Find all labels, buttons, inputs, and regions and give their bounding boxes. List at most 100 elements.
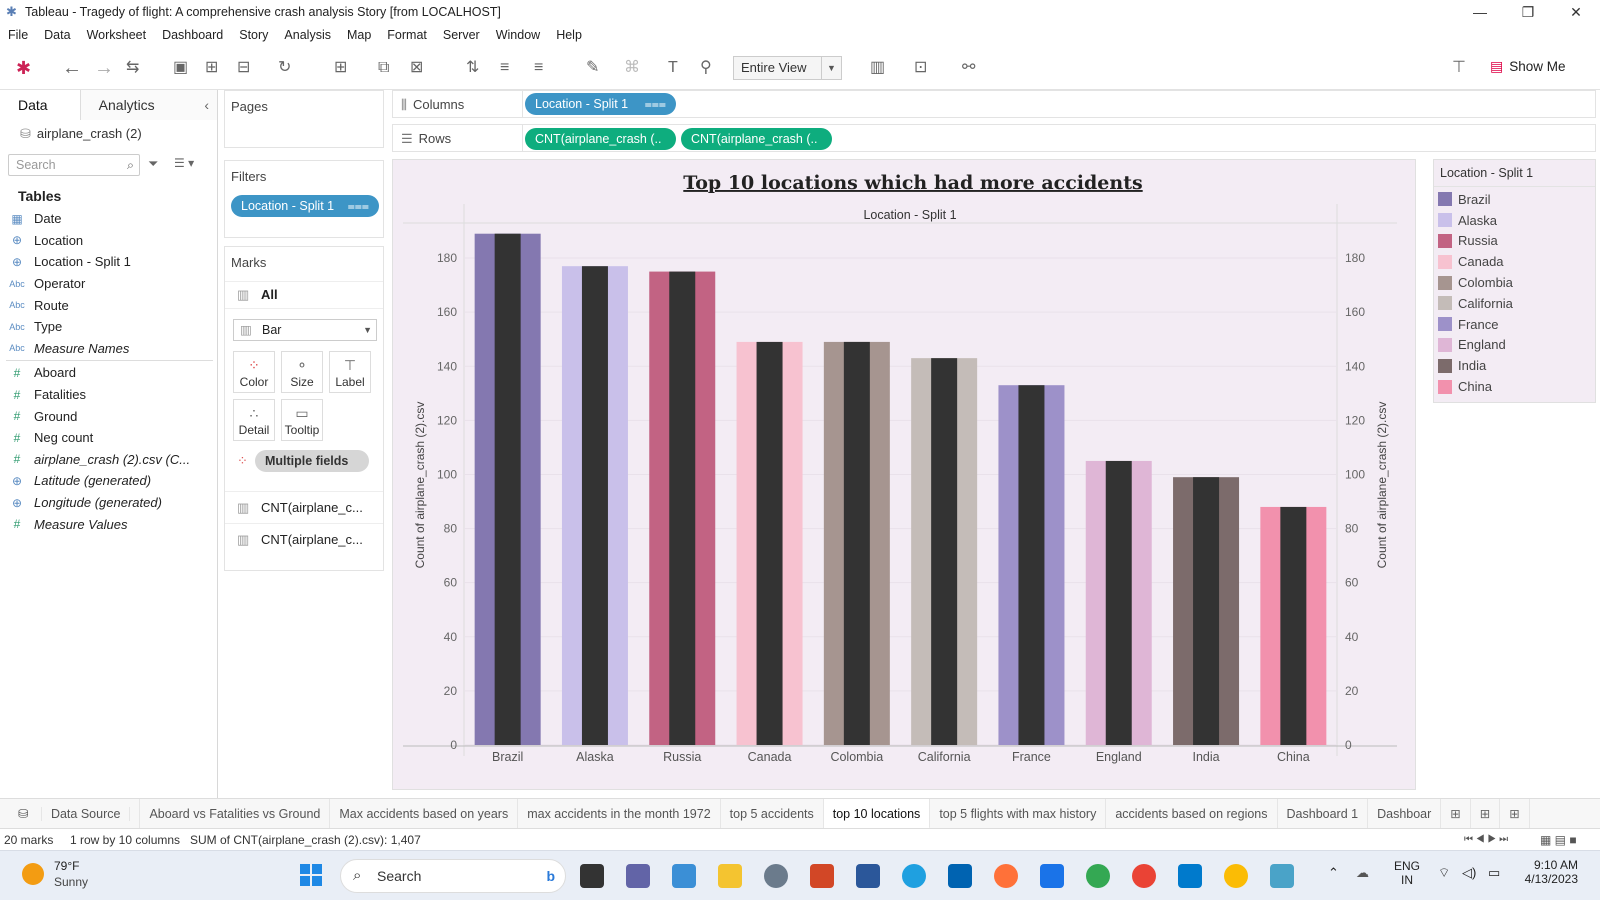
field-item[interactable]: ⊕ Location - Split 1	[0, 251, 217, 273]
save-icon[interactable]: ▣	[173, 59, 189, 76]
legend-item[interactable]: Russia	[1434, 231, 1595, 252]
legend-item[interactable]: India	[1434, 355, 1595, 376]
sheet-tab[interactable]: top 10 locations	[823, 798, 931, 829]
columns-pill[interactable]: Location - Split 1 ⩶	[525, 93, 676, 115]
chrome-icon[interactable]	[1086, 864, 1110, 888]
sheet-tab[interactable]: accidents based on regions	[1106, 798, 1278, 829]
undo-icon[interactable]: ←	[62, 57, 82, 79]
field-item[interactable]: ⊕ Longitude (generated)	[0, 492, 217, 514]
windows-start-icon[interactable]	[300, 864, 322, 886]
word-icon[interactable]	[856, 864, 880, 888]
collapse-pane-icon[interactable]: ‹	[204, 97, 209, 113]
field-item[interactable]: Abc Route	[0, 294, 217, 316]
volume-icon[interactable]: ◁)	[1462, 865, 1477, 880]
bar-inner[interactable]	[494, 233, 521, 745]
menu-map[interactable]: Map	[346, 28, 372, 42]
field-item[interactable]: Abc Operator	[0, 273, 217, 295]
menu-worksheet[interactable]: Worksheet	[86, 28, 147, 42]
datasource-item[interactable]: ⛁ airplane_crash (2)	[0, 120, 217, 148]
tooltip-button[interactable]: ▭ Tooltip	[281, 399, 323, 441]
size-button[interactable]: ⚬ Size	[281, 351, 323, 393]
swap-rows-columns-icon[interactable]: ⇅	[466, 59, 480, 76]
language-indicator[interactable]: ENG IN	[1394, 859, 1420, 887]
sheet-nav-icons[interactable]: ⏮ ◀ ▶ ⏭	[1464, 834, 1509, 845]
pages-card[interactable]: Pages	[224, 90, 384, 148]
minimize-button[interactable]: —	[1473, 4, 1487, 20]
taskbar-search[interactable]: ⌕ Search b	[340, 859, 566, 893]
sheet-tab[interactable]: top 5 accidents	[721, 798, 824, 829]
sheet-tab[interactable]: top 5 flights with max history	[930, 798, 1107, 829]
ask-data-icon[interactable]: ⊤	[1452, 59, 1466, 76]
field-item[interactable]: # Aboard	[0, 362, 217, 384]
tableau-taskbar-icon[interactable]	[1270, 864, 1294, 888]
menu-story[interactable]: Story	[239, 28, 269, 42]
field-item[interactable]: # airplane_crash (2).csv (C...	[0, 449, 217, 471]
new-worksheet-icon[interactable]: ⊞	[1441, 798, 1471, 829]
filter-fields-icon[interactable]: ⏷	[148, 156, 159, 171]
tab-analytics[interactable]: Analytics ‹	[79, 90, 217, 120]
tab-data[interactable]: Data	[0, 90, 80, 120]
refresh-icon[interactable]: ↻	[278, 59, 292, 76]
wifi-icon[interactable]: ⌔	[1438, 865, 1451, 880]
search-input[interactable]: Search ⌕	[8, 154, 140, 176]
legend-item[interactable]: California	[1434, 293, 1595, 314]
mark-type-dropdown[interactable]: ▥ Bar ▼	[233, 319, 377, 341]
new-dashboard-icon[interactable]: ⊞	[1471, 798, 1501, 829]
show-mark-labels-icon[interactable]: T	[668, 59, 678, 76]
sheet-tab[interactable]: Dashboar	[1368, 798, 1442, 829]
bar-inner[interactable]	[931, 358, 958, 745]
legend-item[interactable]: Colombia	[1434, 272, 1595, 293]
new-worksheet-icon[interactable]: ⊞	[334, 59, 348, 76]
rows-shelf[interactable]: ☰ Rows CNT(airplane_crash (.. CNT(airplan…	[392, 124, 1596, 152]
clear-sheet-icon[interactable]: ⊠	[410, 59, 424, 76]
bar-inner[interactable]	[756, 341, 783, 745]
highlight-icon[interactable]: ✎	[586, 59, 600, 76]
bar-inner[interactable]	[843, 341, 870, 745]
menu-server[interactable]: Server	[442, 28, 480, 42]
firefox-icon[interactable]	[994, 864, 1018, 888]
view-mode-icons[interactable]: ▦ ▤ ■	[1540, 832, 1577, 847]
store-icon[interactable]	[948, 864, 972, 888]
chrome-profile-icon[interactable]	[1132, 864, 1156, 888]
legend-item[interactable]: China	[1434, 376, 1595, 397]
sort-descending-icon[interactable]: ≡	[534, 59, 544, 76]
pause-update-icon[interactable]: ⊟	[237, 59, 251, 76]
vscode-icon[interactable]	[1178, 864, 1202, 888]
sort-ascending-icon[interactable]: ≡	[500, 59, 510, 76]
group-members-icon[interactable]: ⌘	[624, 59, 640, 76]
label-button[interactable]: ⊤ Label	[329, 351, 371, 393]
sheet-tab[interactable]: Max accidents based on years	[330, 798, 519, 829]
menu-file[interactable]: File	[8, 28, 29, 42]
mark-field-2[interactable]: ▥ CNT(airplane_c...	[225, 523, 383, 555]
detail-button[interactable]: ∴ Detail	[233, 399, 275, 441]
rows-pill-2[interactable]: CNT(airplane_crash (..	[681, 128, 832, 150]
menu-data[interactable]: Data	[44, 28, 71, 42]
field-item[interactable]: ⊕ Location	[0, 230, 217, 252]
field-item[interactable]: # Fatalities	[0, 384, 217, 406]
tray-chevron-icon[interactable]: ⌃	[1328, 865, 1339, 880]
replay-icon[interactable]: ⇆	[126, 59, 140, 76]
show-me-button[interactable]: ▤ Show Me	[1490, 58, 1566, 75]
marks-all-tab[interactable]: ▥ All	[225, 281, 383, 309]
menu-dashboard[interactable]: Dashboard	[162, 28, 224, 42]
view-options-icon[interactable]: ☰ ▾	[174, 156, 195, 170]
legend-item[interactable]: Brazil	[1434, 189, 1595, 210]
filters-card[interactable]: Filters Location - Split 1 ⩶	[224, 160, 384, 238]
fit-dropdown[interactable]: Entire View ▼	[733, 56, 842, 80]
task-view-icon[interactable]	[580, 864, 604, 888]
powerpoint-icon[interactable]	[810, 864, 834, 888]
color-button[interactable]: ⁘ Color	[233, 351, 275, 393]
close-button[interactable]: ✕	[1570, 4, 1582, 20]
bar-inner[interactable]	[669, 271, 696, 745]
menu-analysis[interactable]: Analysis	[284, 28, 331, 42]
show-cards-icon[interactable]: ▥	[870, 59, 886, 76]
settings-icon[interactable]	[764, 864, 788, 888]
bar-inner[interactable]	[1280, 506, 1307, 745]
field-item[interactable]: # Neg count	[0, 427, 217, 449]
tableau-home-icon[interactable]: ✱	[16, 58, 32, 78]
menu-format[interactable]: Format	[387, 28, 427, 42]
menu-window[interactable]: Window	[495, 28, 541, 42]
rows-pill-1[interactable]: CNT(airplane_crash (..	[525, 128, 676, 150]
field-item[interactable]: Abc Type	[0, 316, 217, 338]
bar-inner[interactable]	[1105, 460, 1132, 745]
